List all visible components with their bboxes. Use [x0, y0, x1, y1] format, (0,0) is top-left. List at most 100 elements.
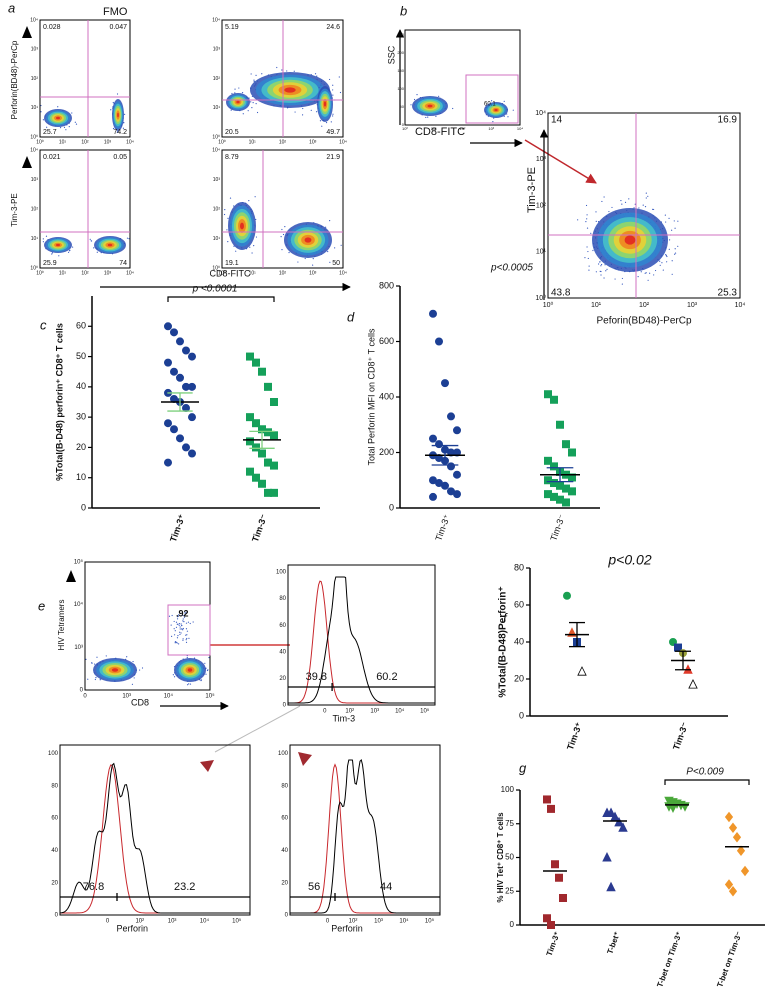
event-dot	[288, 251, 290, 254]
event-dot	[67, 251, 70, 253]
event-dot	[294, 111, 296, 113]
y-tick-label: 10²	[213, 206, 221, 212]
event-dot	[90, 240, 92, 242]
y-tick-label: 25	[505, 886, 514, 895]
quadrant-label: 5.19	[225, 24, 239, 31]
y-tick-label: 10⁴	[74, 601, 84, 608]
event-dot	[281, 249, 283, 251]
event-dot	[328, 78, 331, 81]
quadrant-label: 20.5	[225, 129, 239, 136]
y-tick-label: 0	[510, 920, 515, 929]
event-dot	[310, 109, 312, 111]
event-dot	[200, 679, 203, 681]
y-tick-label: 10³	[213, 47, 221, 53]
point	[187, 413, 196, 422]
point	[251, 419, 260, 428]
density	[240, 222, 244, 230]
event-dot	[320, 84, 322, 86]
event-dot	[75, 123, 78, 125]
event-dot	[653, 274, 655, 276]
annotation: p<0.0005	[490, 263, 533, 274]
point	[543, 795, 552, 804]
event-dot	[112, 101, 114, 104]
x-tick-label: 10²	[460, 126, 466, 131]
y-axis-label: Tim-3-PE	[10, 193, 19, 226]
point	[728, 886, 738, 897]
event-dot	[276, 66, 278, 69]
event-dot	[182, 629, 184, 631]
point	[547, 804, 556, 813]
event-dot	[416, 94, 418, 96]
y-tick-label: 0	[389, 502, 394, 512]
event-dot	[312, 264, 314, 266]
event-dot	[325, 121, 328, 124]
y-tick-label: 60	[279, 623, 286, 629]
event-dot	[131, 683, 134, 685]
event-dot	[668, 248, 670, 250]
event-dot	[68, 126, 70, 128]
y-tick-label: 600	[379, 336, 394, 346]
density	[187, 668, 193, 672]
event-dot	[590, 232, 592, 234]
y-tick-label: 30	[76, 412, 86, 422]
y-tick-label: 40	[514, 636, 524, 646]
event-dot	[231, 92, 233, 95]
point	[568, 487, 577, 496]
event-dot	[323, 83, 325, 85]
event-dot	[251, 107, 253, 109]
density	[323, 101, 327, 107]
point	[577, 666, 587, 676]
event-dot	[133, 677, 135, 679]
event-dot	[427, 116, 429, 118]
point	[724, 811, 734, 823]
y-tick-label: 50	[400, 104, 405, 109]
event-dot	[620, 199, 622, 202]
event-dot	[587, 257, 589, 260]
quadrant-label: 24.6	[326, 24, 340, 31]
event-dot	[105, 655, 107, 657]
y-tick-label: 0	[80, 688, 84, 694]
y-tick-label: 20	[51, 880, 58, 886]
y-axis-label: HIV Tetramers	[57, 600, 66, 651]
event-dot	[281, 228, 283, 231]
gate-label: 39.8	[306, 671, 327, 683]
event-dot	[181, 628, 183, 630]
point	[452, 426, 461, 435]
y-axis-label: % HIV Tet⁺ CD8⁺ T cells	[496, 812, 505, 903]
event-dot	[584, 257, 586, 259]
event-dot	[42, 241, 45, 243]
event-dot	[171, 614, 173, 617]
x-tick-label: 10⁰	[218, 139, 226, 145]
point	[550, 395, 559, 404]
histogram-control	[288, 580, 435, 704]
event-dot	[261, 73, 263, 75]
event-dot	[600, 274, 602, 276]
event-dot	[251, 252, 253, 254]
event-dot	[65, 129, 67, 131]
event-dot	[280, 235, 282, 238]
y-tick-label: 20	[514, 673, 524, 683]
event-dot	[438, 95, 440, 97]
point	[245, 352, 254, 361]
density	[284, 87, 296, 93]
event-dot	[637, 276, 639, 278]
pointer	[200, 760, 214, 772]
event-dot	[647, 279, 649, 281]
point	[257, 367, 266, 376]
event-dot	[180, 623, 182, 625]
event-dot	[588, 269, 590, 271]
x-tick-label: Tim-3⁺	[545, 930, 562, 957]
y-tick-label: 10⁰	[212, 134, 220, 140]
event-dot	[595, 211, 597, 213]
event-dot	[180, 632, 182, 634]
event-dot	[642, 204, 644, 206]
event-dot	[332, 113, 334, 115]
y-tick-label: 20	[279, 676, 286, 682]
event-dot	[183, 621, 185, 623]
point	[175, 434, 184, 443]
event-dot	[141, 667, 144, 669]
panel-letter: c	[40, 317, 47, 332]
point	[434, 440, 443, 449]
event-dot	[112, 127, 115, 130]
event-dot	[654, 269, 657, 272]
